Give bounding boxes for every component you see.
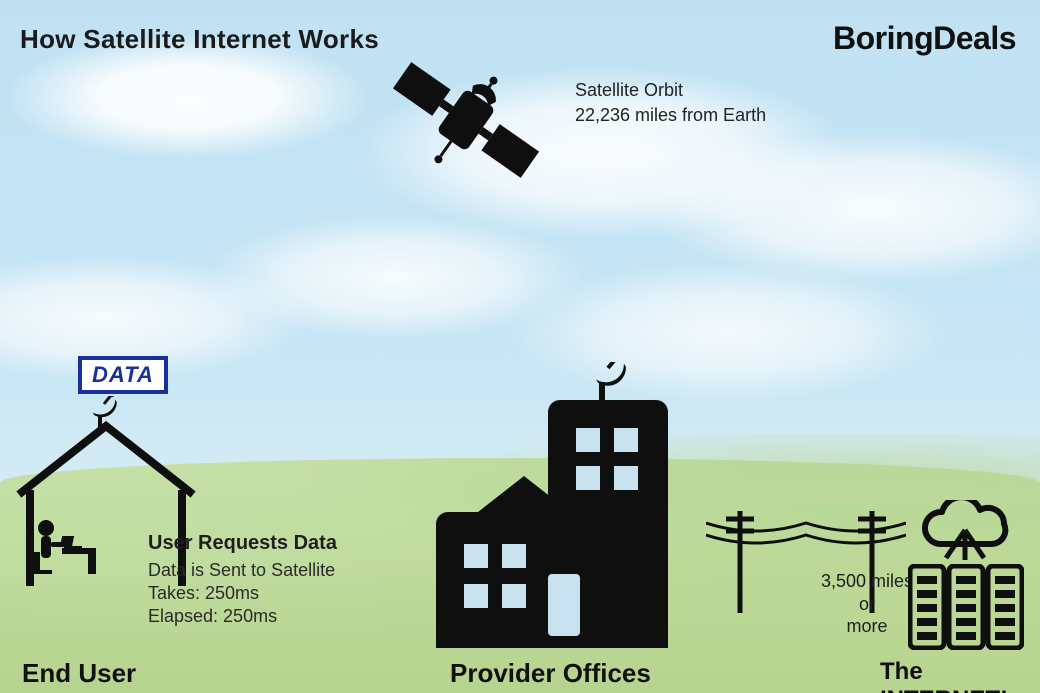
cloud-icon xyxy=(910,500,1020,564)
link-distance-line2: or xyxy=(812,593,922,616)
satellite-orbit-label: Satellite Orbit 22,236 miles from Earth xyxy=(575,80,766,126)
satellite-icon xyxy=(376,30,556,210)
satellite-orbit-line2: 22,236 miles from Earth xyxy=(575,105,766,126)
satellite-orbit-line1: Satellite Orbit xyxy=(575,80,683,100)
buildings-icon xyxy=(408,362,708,662)
caption-end-user: End User xyxy=(22,658,136,689)
data-badge: DATA xyxy=(78,356,168,394)
link-distance-line1: 3,500 miles xyxy=(812,570,922,593)
user-request-block: User Requests Data Data is Sent to Satel… xyxy=(148,532,337,628)
brand-logo: BoringDeals xyxy=(833,20,1016,57)
user-request-line2: Takes: 250ms xyxy=(148,582,337,605)
caption-provider: Provider Offices xyxy=(450,658,651,689)
link-distance-line3: more xyxy=(812,615,922,638)
link-distance-label: 3,500 miles or more xyxy=(812,570,922,638)
user-request-line1: Data is Sent to Satellite xyxy=(148,559,337,582)
user-request-line3: Elapsed: 250ms xyxy=(148,605,337,628)
caption-internet: The INTERNET! xyxy=(880,658,1040,693)
server-racks-icon xyxy=(908,564,1024,650)
user-request-heading: User Requests Data xyxy=(148,532,337,555)
page-title: How Satellite Internet Works xyxy=(20,24,379,55)
